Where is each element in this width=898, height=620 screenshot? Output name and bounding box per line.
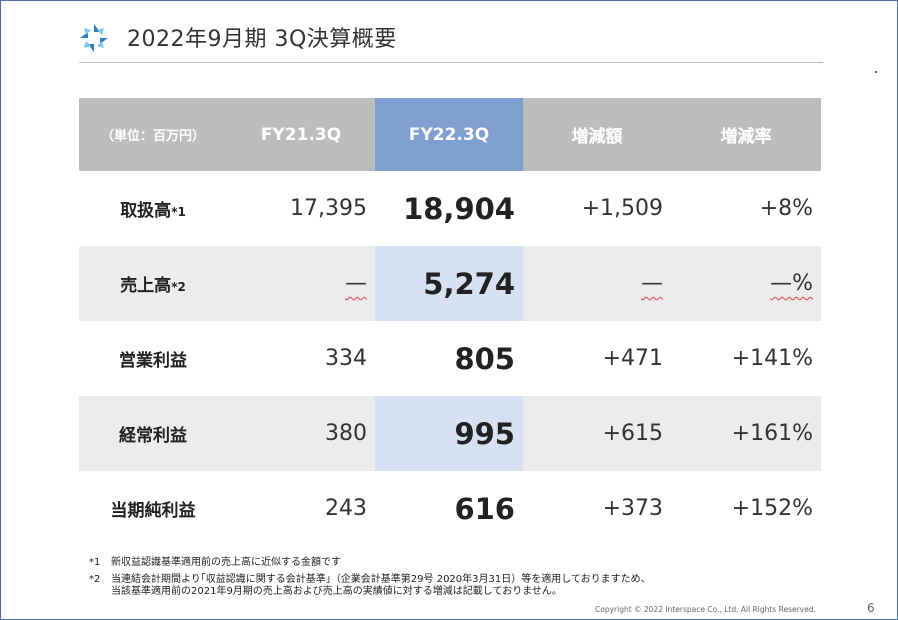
cell-fy21: 17,395 <box>290 196 367 221</box>
row-label: 経常利益 <box>79 396 227 471</box>
cell-rate: +8% <box>759 196 813 221</box>
header-rate: 増減率 <box>671 98 821 171</box>
table-header-row: （単位：百万円） FY21.3Q FY22.3Q 増減額 増減率 <box>79 98 821 171</box>
row-label: 営業利益 <box>119 351 187 371</box>
cell-fy22: 18,904 <box>403 191 515 226</box>
header-unit: （単位：百万円） <box>79 98 227 171</box>
cell-fy21: — <box>227 246 375 321</box>
footnote-mark: *1 <box>89 557 101 568</box>
cell-rate: +161% <box>671 396 821 471</box>
cell-fy22: 995 <box>375 396 523 471</box>
cell-diff: +373 <box>602 496 663 521</box>
header-fy22: FY22.3Q <box>375 98 523 171</box>
row-label: 売上高*2 <box>79 246 227 321</box>
footnote: *2 当連結会計期間より｢収益認識に関する会計基準」（企業会計基準第29号 20… <box>89 574 651 598</box>
page-number: 6 <box>867 601 875 615</box>
cell-diff: +471 <box>602 346 663 371</box>
cell-fy21: 243 <box>325 496 367 521</box>
cell-rate: —% <box>671 246 821 321</box>
financial-summary-table: （単位：百万円） FY21.3Q FY22.3Q 増減額 増減率 取扱高*1 1… <box>79 98 821 546</box>
footnote-mark: *2 <box>89 574 101 585</box>
cell-diff: +615 <box>523 396 671 471</box>
page-title: 2022年9月期 3Q決算概要 <box>127 27 397 52</box>
cell-fy22: 5,274 <box>375 246 523 321</box>
header-fy21: FY21.3Q <box>227 98 375 171</box>
footnote-text: 当連結会計期間より｢収益認識に関する会計基準」（企業会計基準第29号 2020年… <box>111 574 651 597</box>
footnote-text: 新収益認識基準適用前の売上高に近似する金額です <box>111 557 341 568</box>
row-label: 取扱高*1 <box>120 201 186 221</box>
cell-fy22: 805 <box>454 341 515 376</box>
cell-diff: +1,509 <box>581 196 663 221</box>
table-row: 当期純利益 243 616 +373 +152% <box>79 471 821 546</box>
cell-rate: +152% <box>731 496 813 521</box>
title-divider <box>79 62 823 63</box>
table-row: 売上高*2 — 5,274 — —% <box>79 246 821 321</box>
footnote-mark: *2 <box>171 280 186 294</box>
footnote-mark: *1 <box>171 205 186 219</box>
footnotes: *1 新収益認識基準適用前の売上高に近似する金額です *2 当連結会計期間より｢… <box>89 557 651 603</box>
cell-fy22: 616 <box>454 491 515 526</box>
header-diff: 増減額 <box>523 98 671 171</box>
decorative-dot <box>875 71 877 73</box>
company-logo-icon <box>80 24 108 52</box>
cell-diff: — <box>523 246 671 321</box>
cell-fy21: 334 <box>325 346 367 371</box>
cell-rate: +141% <box>731 346 813 371</box>
copyright: Copyright © 2022 Interspace Co., Ltd. Al… <box>595 605 816 614</box>
table-row: 経常利益 380 995 +615 +161% <box>79 396 821 471</box>
table-row: 営業利益 334 805 +471 +141% <box>79 321 821 396</box>
footnote: *1 新収益認識基準適用前の売上高に近似する金額です <box>89 557 651 569</box>
row-label: 当期純利益 <box>110 501 196 521</box>
table-row: 取扱高*1 17,395 18,904 +1,509 +8% <box>79 171 821 246</box>
cell-fy21: 380 <box>227 396 375 471</box>
